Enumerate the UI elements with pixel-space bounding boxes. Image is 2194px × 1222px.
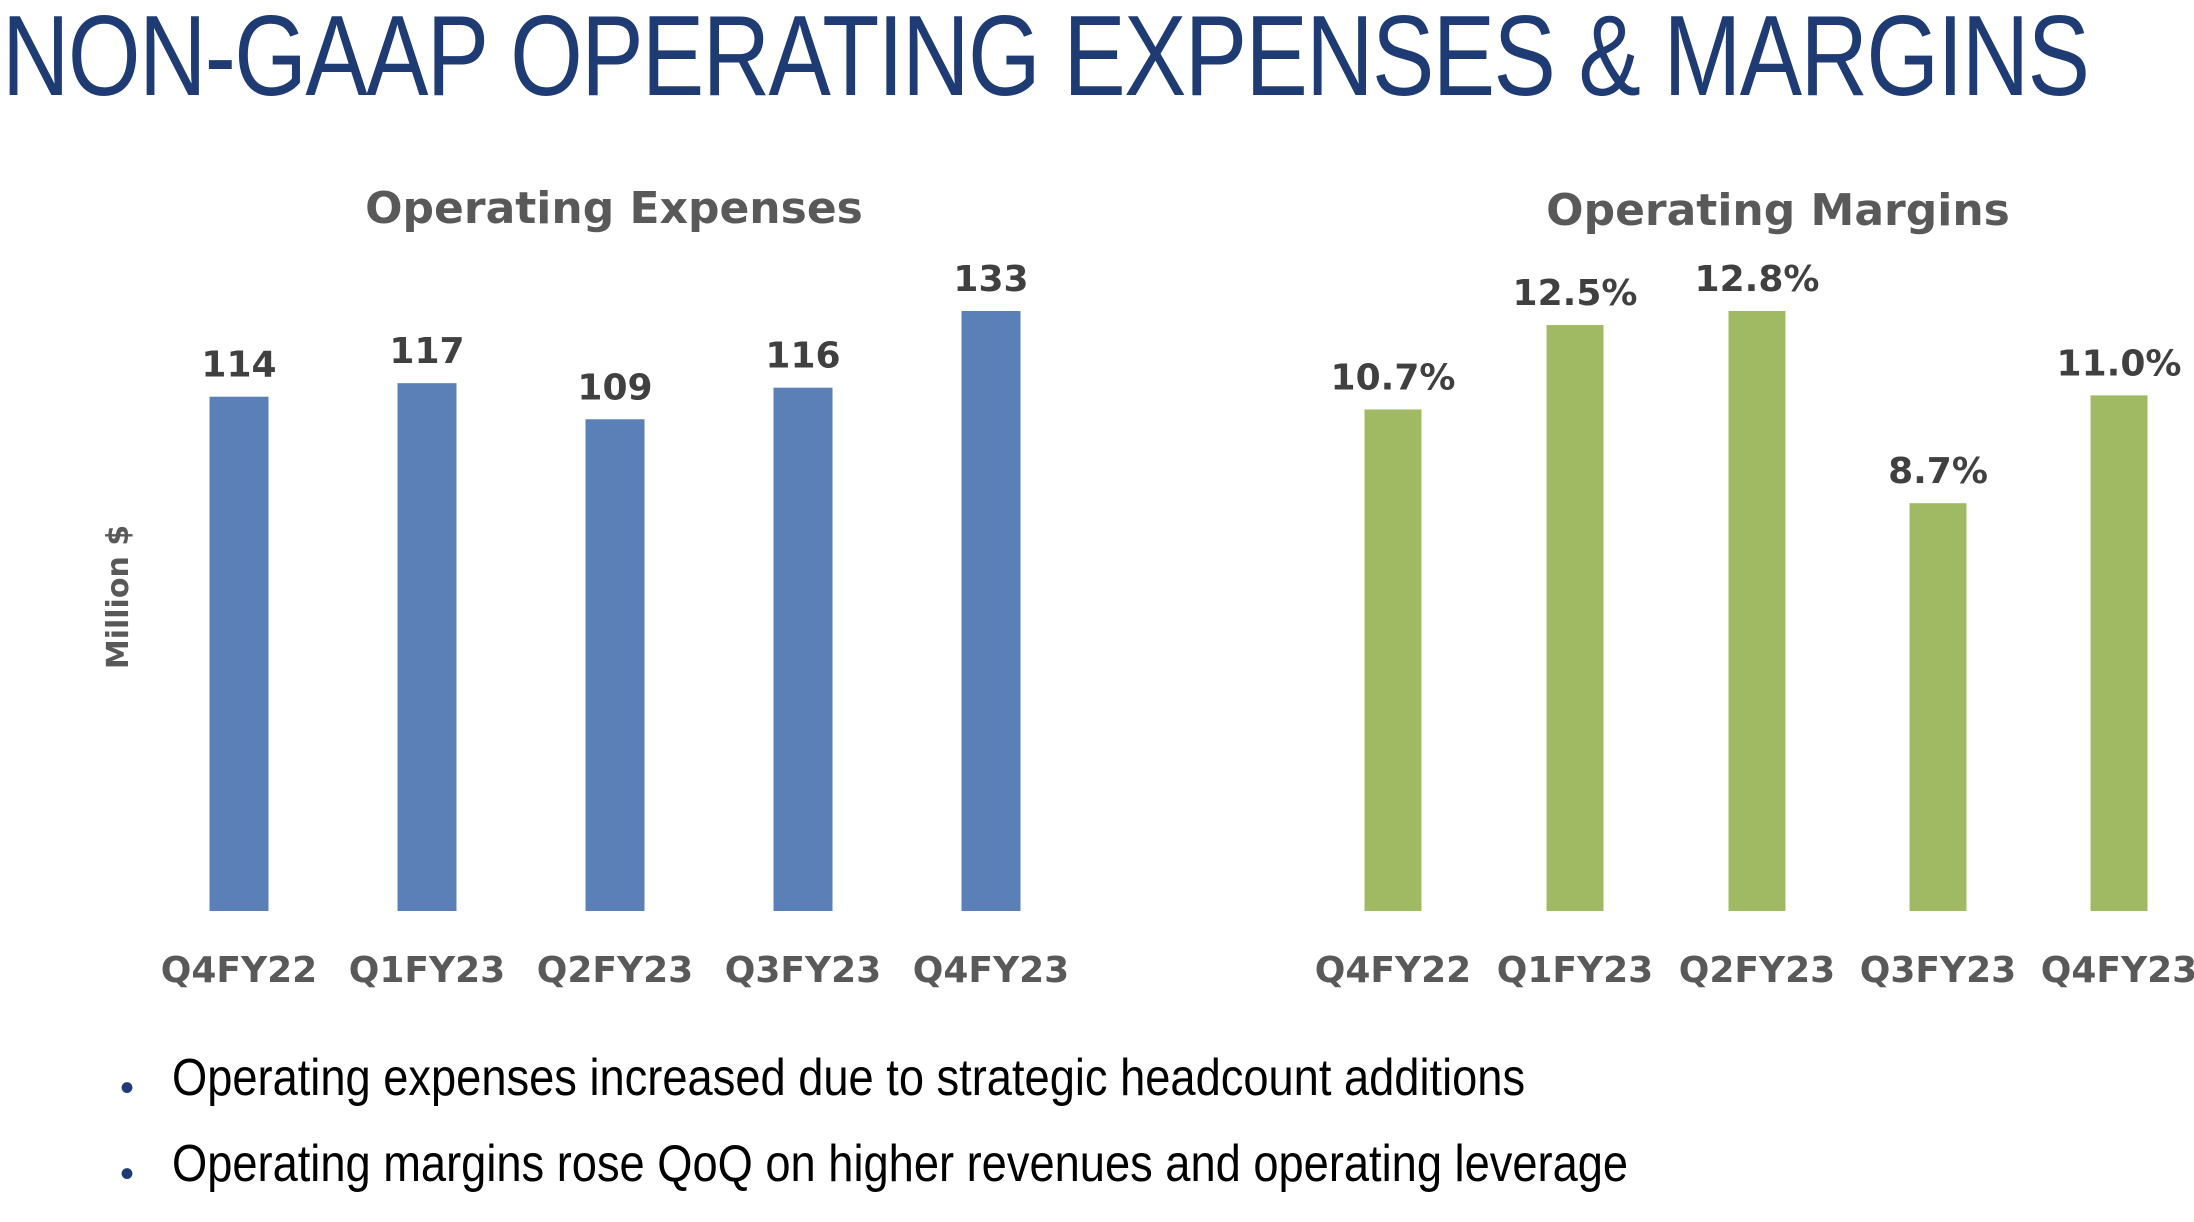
- operating-expenses-bar: [209, 396, 269, 911]
- operating-expenses-data-label: 114: [201, 345, 276, 386]
- operating-margins-category-label: Q1FY23: [1497, 950, 1653, 991]
- operating-expenses-y-axis-label: Million $: [101, 525, 136, 669]
- operating-expenses-bars: 114 Q4FY22 117 Q1FY23 109 Q2FY23 116 Q3FY23 133 Q…: [161, 259, 1069, 991]
- operating-expenses-chart-title: Operating Expenses: [365, 183, 863, 234]
- operating-expenses-bar: [961, 311, 1021, 911]
- operating-expenses-chart: Operating Expenses Million $ 114Q4FY2211…: [101, 183, 1069, 991]
- bullet-text: Operating margins rose QoQ on higher rev…: [172, 1135, 1629, 1193]
- operating-margins-bar: [1728, 311, 1786, 911]
- operating-expenses-category-label: Q4FY23: [913, 950, 1069, 991]
- operating-margins-chart-title: Operating Margins: [1546, 185, 2010, 236]
- operating-margins-bar: [1364, 409, 1422, 911]
- operating-margins-chart: Operating Margins 10.7% Q4FY22 12.5% Q1FY23…: [1315, 185, 2194, 991]
- operating-margins-bar: [2090, 395, 2148, 911]
- bullet-text: Operating expenses increased due to stra…: [172, 1049, 1526, 1107]
- operating-expenses-bar: [397, 383, 457, 912]
- operating-expenses-data-label: 117: [389, 331, 464, 372]
- operating-margins-data-label: 12.8%: [1695, 259, 1820, 300]
- operating-expenses-category-label: Q1FY23: [349, 950, 505, 991]
- operating-expenses-category-label: Q2FY23: [537, 950, 693, 991]
- bullet-dot-icon: •: [120, 1152, 135, 1196]
- operating-expenses-data-label: 133: [953, 259, 1028, 300]
- operating-margins-category-label: Q3FY23: [1860, 950, 2016, 991]
- operating-margins-data-label: 10.7%: [1331, 357, 1456, 398]
- operating-margins-data-label: 11.0%: [2057, 343, 2182, 384]
- operating-margins-data-label: 12.5%: [1513, 273, 1638, 314]
- operating-margins-data-label: 8.7%: [1888, 451, 1988, 492]
- charts-canvas: Operating Expenses Million $ 114Q4FY2211…: [101, 183, 2194, 991]
- operating-expenses-bar: [773, 387, 833, 911]
- page-title: NON-GAAP OPERATING EXPENSES & MARGINS: [2, 0, 2090, 120]
- operating-expenses-data-label: 109: [577, 367, 652, 408]
- operating-margins-bar: [1909, 503, 1967, 911]
- operating-margins-category-label: Q4FY23: [2041, 950, 2194, 991]
- operating-margins-bar: [1546, 325, 1604, 911]
- operating-expenses-category-label: Q3FY23: [725, 950, 881, 991]
- operating-expenses-category-label: Q4FY22: [161, 950, 317, 991]
- operating-margins-bars: 10.7% Q4FY22 12.5% Q1FY23 12.8% Q2FY23 8.7% Q3F…: [1315, 259, 2194, 991]
- operating-margins-category-label: Q4FY22: [1315, 950, 1471, 991]
- operating-expenses-data-label: 116: [765, 336, 840, 377]
- operating-expenses-bar: [585, 419, 645, 911]
- bullet-dot-icon: •: [120, 1066, 135, 1110]
- operating-margins-category-label: Q2FY23: [1679, 950, 1835, 991]
